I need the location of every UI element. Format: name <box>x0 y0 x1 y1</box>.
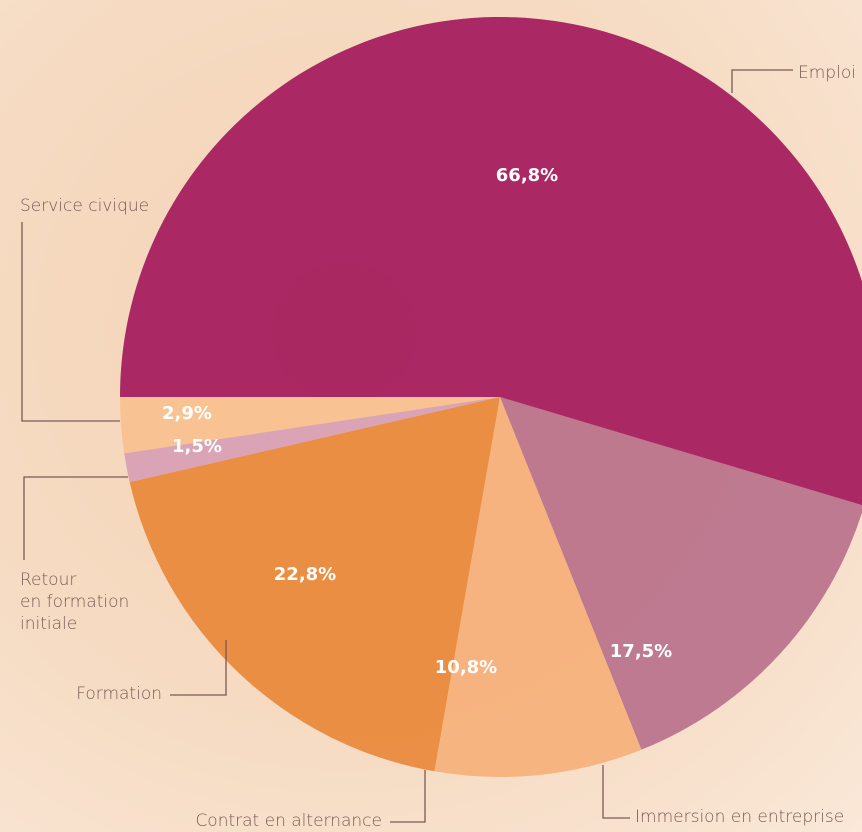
data-label: 66,8% <box>496 165 558 186</box>
leader-line <box>732 70 793 93</box>
category-label: Service civique <box>20 195 149 217</box>
leader-line <box>390 770 425 822</box>
category-label: Emploi <box>798 62 856 84</box>
data-label: 1,5% <box>172 436 222 457</box>
leader-line <box>24 477 128 560</box>
data-label: 10,8% <box>435 657 497 678</box>
leader-line <box>603 765 630 818</box>
category-label: Immersion en entreprise <box>635 806 844 828</box>
category-label: Contrat en alternance <box>195 810 382 832</box>
category-label: Retour en formation initiale <box>20 569 129 635</box>
category-label: Formation <box>76 683 162 705</box>
data-label: 2,9% <box>162 403 212 424</box>
leader-line <box>22 222 120 421</box>
data-label: 22,8% <box>274 564 336 585</box>
data-label: 17,5% <box>610 641 672 662</box>
pie-chart: 66,8% 17,5% 10,8% 22,8% 1,5% 2,9% <box>0 0 862 832</box>
chart: 66,8% 17,5% 10,8% 22,8% 1,5% 2,9% Emploi Immer… <box>0 0 862 832</box>
